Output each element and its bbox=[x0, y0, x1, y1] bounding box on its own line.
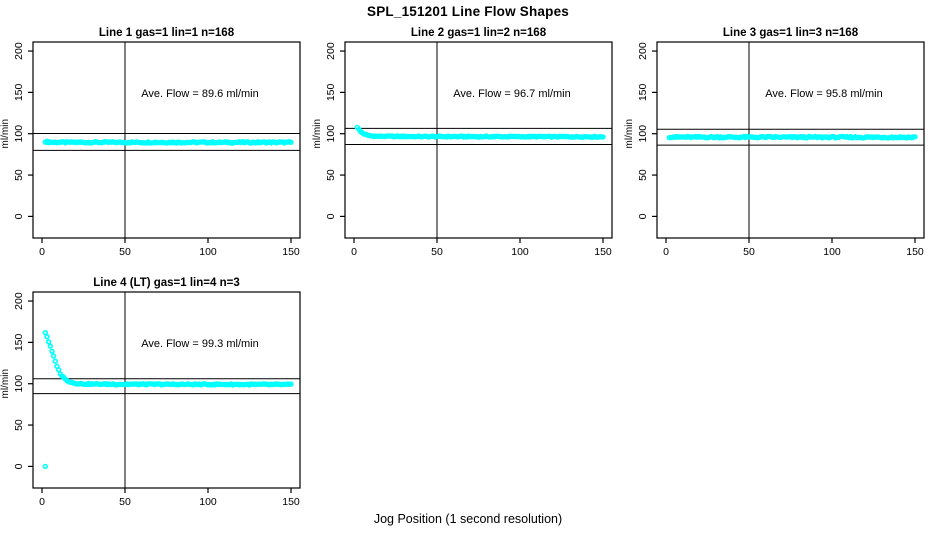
y-tick-label: 50 bbox=[637, 169, 649, 181]
x-tick-label: 100 bbox=[199, 496, 217, 508]
panel-line-4: Line 4 (LT) gas=1 lin=4 n=3 0 50 100 150 200 m… bbox=[0, 268, 312, 514]
x-tick-label: 50 bbox=[119, 246, 131, 258]
data-point bbox=[55, 366, 62, 373]
plot-box bbox=[32, 291, 301, 489]
y-axis-title: ml/min bbox=[0, 369, 11, 398]
avg-flow-annotation: Ave. Flow = 89.6 ml/min bbox=[141, 88, 258, 100]
y-tick-label: 150 bbox=[13, 83, 25, 101]
plot-box bbox=[32, 41, 301, 239]
x-axis-label: Jog Position (1 second resolution) bbox=[373, 512, 563, 526]
subplot-canvas: Line 3 gas=1 lin=3 n=168 0 50 100 150 200 ml/m… bbox=[624, 27, 925, 258]
y-tick-label: 100 bbox=[637, 125, 649, 143]
x-tick-label: 0 bbox=[39, 496, 45, 508]
y-tick-label: 200 bbox=[13, 292, 25, 310]
subplot-canvas: Line 4 (LT) gas=1 lin=4 n=3 0 50 100 150 200 m… bbox=[0, 277, 301, 508]
y-tick-label: 50 bbox=[13, 419, 25, 431]
y-tick-label: 150 bbox=[325, 83, 337, 101]
data-point bbox=[44, 333, 50, 340]
data-point bbox=[288, 139, 294, 146]
data-points bbox=[42, 138, 294, 146]
data-point bbox=[49, 348, 55, 355]
avg-flow-annotation: Ave. Flow = 99.3 ml/min bbox=[141, 338, 258, 350]
x-tick-label: 150 bbox=[282, 246, 300, 258]
y-tick-label: 0 bbox=[13, 213, 25, 219]
panel-line-1: Line 1 gas=1 lin=1 n=168 0 50 100 150 200 ml/m… bbox=[0, 18, 312, 264]
plot-box bbox=[656, 41, 925, 239]
subplot-canvas: Line 2 gas=1 lin=2 n=168 0 50 100 150 200 ml/m… bbox=[312, 27, 613, 258]
data-points bbox=[666, 133, 918, 141]
subplot-canvas: Line 1 gas=1 lin=1 n=168 0 50 100 150 200 ml/m… bbox=[0, 27, 301, 258]
y-tick-label: 200 bbox=[637, 42, 649, 60]
panel-title: Line 4 (LT) gas=1 lin=4 n=3 bbox=[93, 277, 239, 289]
y-tick-label: 0 bbox=[325, 213, 337, 219]
y-tick-label: 150 bbox=[637, 83, 649, 101]
y-tick-label: 150 bbox=[13, 333, 25, 351]
y-tick-label: 100 bbox=[13, 125, 25, 143]
x-tick-label: 50 bbox=[119, 496, 131, 508]
outlier-point bbox=[42, 463, 48, 470]
data-point bbox=[45, 339, 52, 345]
avg-flow-annotation: Ave. Flow = 95.8 ml/min bbox=[765, 88, 882, 100]
y-tick-label: 100 bbox=[325, 125, 337, 143]
x-tick-label: 100 bbox=[511, 246, 529, 258]
data-point bbox=[288, 381, 294, 387]
data-point bbox=[912, 134, 918, 140]
panel-title: Line 2 gas=1 lin=2 n=168 bbox=[411, 27, 547, 39]
y-tick-label: 200 bbox=[13, 42, 25, 60]
data-point bbox=[42, 329, 48, 336]
y-tick-label: 200 bbox=[325, 42, 337, 60]
x-tick-label: 100 bbox=[823, 246, 841, 258]
avg-flow-annotation: Ave. Flow = 96.7 ml/min bbox=[453, 88, 570, 100]
data-points bbox=[354, 124, 606, 140]
y-tick-label: 0 bbox=[13, 463, 25, 469]
data-point bbox=[47, 343, 53, 349]
x-tick-label: 150 bbox=[906, 246, 924, 258]
data-points bbox=[42, 329, 294, 470]
x-tick-label: 0 bbox=[351, 246, 357, 258]
x-tick-label: 50 bbox=[743, 246, 755, 258]
y-tick-label: 50 bbox=[325, 169, 337, 181]
y-axis-title: ml/min bbox=[0, 119, 11, 148]
x-tick-label: 50 bbox=[431, 246, 443, 258]
x-tick-label: 0 bbox=[663, 246, 669, 258]
data-point bbox=[600, 134, 606, 140]
panel-title: Line 1 gas=1 lin=1 n=168 bbox=[99, 27, 235, 39]
y-axis-title: ml/min bbox=[624, 119, 635, 148]
panel-title: Line 3 gas=1 lin=3 n=168 bbox=[723, 27, 859, 39]
data-point bbox=[50, 353, 57, 359]
plot-box bbox=[344, 41, 613, 239]
x-tick-label: 150 bbox=[594, 246, 612, 258]
y-tick-label: 50 bbox=[13, 169, 25, 181]
panel-line-2: Line 2 gas=1 lin=2 n=168 0 50 100 150 200 ml/m… bbox=[312, 18, 624, 264]
x-tick-label: 150 bbox=[282, 496, 300, 508]
chart-main-title: SPL_151201 Line Flow Shapes bbox=[367, 4, 569, 19]
data-point bbox=[52, 358, 58, 364]
panel-line-3: Line 3 gas=1 lin=3 n=168 0 50 100 150 200 ml/m… bbox=[624, 18, 936, 264]
x-tick-label: 100 bbox=[199, 246, 217, 258]
y-axis-title: ml/min bbox=[312, 119, 323, 148]
y-tick-label: 0 bbox=[637, 213, 649, 219]
y-tick-label: 100 bbox=[13, 375, 25, 393]
x-tick-label: 0 bbox=[39, 246, 45, 258]
